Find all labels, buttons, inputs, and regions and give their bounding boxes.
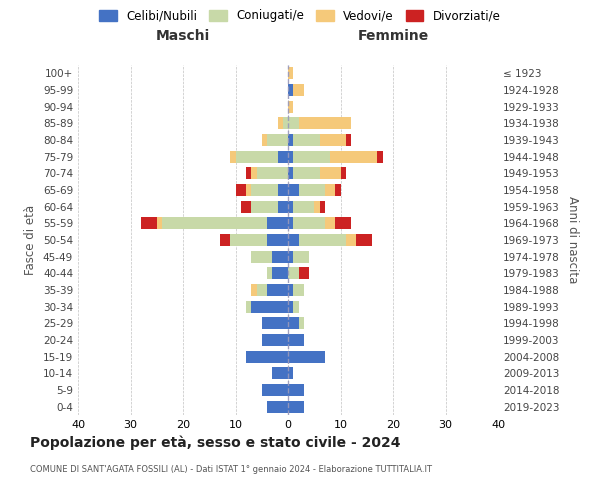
Bar xyxy=(341,168,346,179)
Bar xyxy=(293,168,320,179)
Bar xyxy=(262,384,288,396)
Text: Popolazione per età, sesso e stato civile - 2024: Popolazione per età, sesso e stato civil… xyxy=(30,435,401,450)
Bar xyxy=(272,250,288,262)
Bar xyxy=(293,84,304,96)
Bar xyxy=(320,200,325,212)
Bar xyxy=(267,284,288,296)
Bar xyxy=(162,218,267,230)
Bar xyxy=(141,218,157,230)
Bar xyxy=(288,100,293,112)
Bar xyxy=(299,268,309,280)
Bar xyxy=(288,200,293,212)
Bar xyxy=(288,384,304,396)
Bar xyxy=(325,184,335,196)
Bar xyxy=(277,200,288,212)
Bar xyxy=(288,368,293,380)
Bar xyxy=(272,368,288,380)
Bar xyxy=(314,200,320,212)
Bar xyxy=(293,250,309,262)
Bar xyxy=(288,234,299,246)
Text: COMUNE DI SANT'AGATA FOSSILI (AL) - Dati ISTAT 1° gennaio 2024 - Elaborazione TU: COMUNE DI SANT'AGATA FOSSILI (AL) - Dati… xyxy=(30,465,432,474)
Bar xyxy=(335,218,351,230)
Bar xyxy=(251,250,272,262)
Bar xyxy=(288,334,304,346)
Bar xyxy=(288,350,325,362)
Bar xyxy=(267,400,288,412)
Bar xyxy=(288,168,293,179)
Legend: Celibi/Nubili, Coniugati/e, Vedovi/e, Divorziati/e: Celibi/Nubili, Coniugati/e, Vedovi/e, Di… xyxy=(96,6,504,26)
Bar xyxy=(293,218,325,230)
Bar xyxy=(235,150,277,162)
Bar xyxy=(262,318,288,330)
Bar xyxy=(288,218,293,230)
Bar xyxy=(267,134,288,146)
Bar xyxy=(288,150,293,162)
Bar xyxy=(277,150,288,162)
Bar xyxy=(251,200,277,212)
Bar xyxy=(299,184,325,196)
Bar xyxy=(377,150,383,162)
Bar xyxy=(293,284,304,296)
Bar xyxy=(251,168,257,179)
Bar xyxy=(251,184,277,196)
Bar xyxy=(299,118,351,130)
Bar xyxy=(288,284,293,296)
Bar xyxy=(230,150,235,162)
Bar xyxy=(293,134,320,146)
Bar xyxy=(267,268,272,280)
Bar xyxy=(346,234,356,246)
Bar xyxy=(246,350,288,362)
Bar xyxy=(293,200,314,212)
Bar xyxy=(293,150,330,162)
Bar xyxy=(283,118,288,130)
Bar xyxy=(272,268,288,280)
Y-axis label: Anni di nascita: Anni di nascita xyxy=(566,196,579,284)
Bar xyxy=(246,168,251,179)
Bar xyxy=(320,134,346,146)
Bar xyxy=(299,234,346,246)
Text: Maschi: Maschi xyxy=(156,28,210,42)
Bar xyxy=(277,184,288,196)
Bar xyxy=(262,134,267,146)
Bar xyxy=(157,218,162,230)
Bar xyxy=(288,400,304,412)
Bar xyxy=(257,168,288,179)
Bar xyxy=(288,184,299,196)
Bar xyxy=(356,234,372,246)
Bar xyxy=(288,300,293,312)
Bar xyxy=(251,300,288,312)
Bar xyxy=(288,268,299,280)
Bar xyxy=(346,134,351,146)
Bar xyxy=(235,184,246,196)
Bar xyxy=(257,284,267,296)
Bar xyxy=(230,234,267,246)
Bar xyxy=(288,318,299,330)
Bar xyxy=(267,234,288,246)
Bar xyxy=(288,68,293,80)
Bar xyxy=(325,218,335,230)
Bar xyxy=(293,300,299,312)
Bar xyxy=(220,234,230,246)
Bar xyxy=(241,200,251,212)
Bar xyxy=(262,334,288,346)
Y-axis label: Fasce di età: Fasce di età xyxy=(25,205,37,275)
Bar xyxy=(320,168,341,179)
Bar xyxy=(251,284,257,296)
Bar xyxy=(246,184,251,196)
Bar xyxy=(288,84,293,96)
Bar xyxy=(288,118,299,130)
Bar xyxy=(288,134,293,146)
Bar xyxy=(288,250,293,262)
Bar xyxy=(267,218,288,230)
Bar xyxy=(246,300,251,312)
Bar xyxy=(277,118,283,130)
Text: Femmine: Femmine xyxy=(358,28,428,42)
Bar xyxy=(335,184,341,196)
Bar xyxy=(299,318,304,330)
Bar xyxy=(330,150,377,162)
